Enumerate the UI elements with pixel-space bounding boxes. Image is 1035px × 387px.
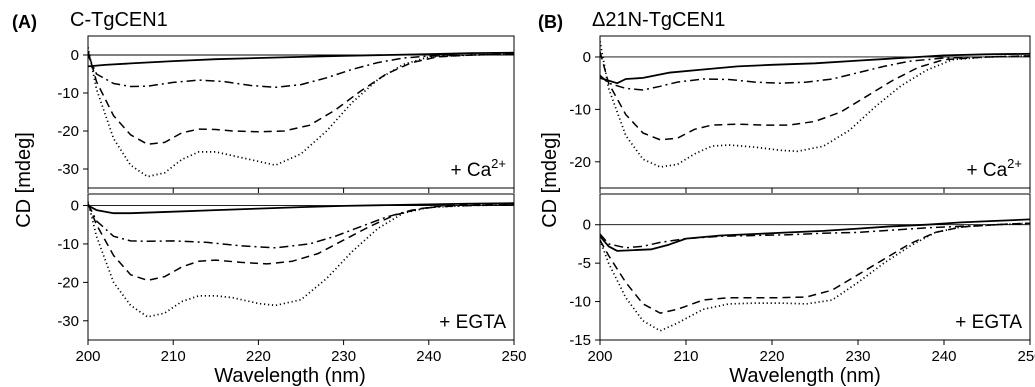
panel-b-x-axis-title: Wavelength (nm): [729, 365, 881, 387]
panel-b-ca-condition-main: + Ca: [967, 160, 1008, 181]
panel-b-egta-series-dashed: [600, 222, 1030, 314]
panel-b-egta-x-tick-label: 200: [587, 348, 612, 365]
panel-b-ca-y-tick-label: -10: [569, 101, 591, 118]
panel-a-ca-condition-main: + Ca: [451, 160, 492, 181]
panel-a-ca-condition-sup: 2+: [491, 156, 506, 171]
panel-a-egta-subplot: 0 -10 -20 -30 200 210 220 230 240 250 + EGTA: [57, 193, 527, 365]
panel-a-egta-x-tick-label: 230: [331, 348, 356, 365]
panel-b-egta-series-solid: [600, 218, 1030, 252]
panel-b-egta-series-dashdot: [600, 222, 1030, 249]
panel-a-egta-condition-main: + EGTA: [439, 312, 506, 333]
panel-a-ca-y-tick-label: -10: [57, 85, 79, 102]
panel-b-ca-series-solid: [600, 52, 1030, 85]
panel-a-y-axis-title: CD [mdeg]: [13, 132, 35, 228]
panel-a-ca-y-tick-label: -30: [57, 161, 79, 178]
panel-a-ca-series-dashdot: [88, 53, 514, 89]
panel-a-x-axis-title: Wavelength (nm): [214, 365, 366, 387]
panel-a-ca-series-solid: [88, 51, 514, 68]
panel-b-ca-condition-sup: 2+: [1007, 156, 1022, 171]
panel-b-egta-x-tick-label: 220: [759, 348, 784, 365]
panel-b-ca-y-tick-label: -20: [569, 154, 591, 171]
panel-b-egta-y-tick-label: -10: [569, 294, 591, 311]
panel-a-ca-series-dashed: [88, 50, 514, 146]
panel-a-egta-x-tick-label: 220: [246, 348, 271, 365]
panel-b-ca-series-dashed: [600, 51, 1030, 141]
panel-b-ca-series-dotted: [600, 41, 1030, 168]
panel-a-egta-y-tick-label: -20: [57, 274, 79, 291]
panel-a-egta-x-tick-label: 200: [75, 348, 100, 365]
panel-a-egta-y-tick-label: 0: [71, 198, 79, 215]
panel-a-egta-series-dashed: [88, 203, 514, 282]
panel-b-egta-y-tick-label: -15: [569, 332, 591, 349]
panel-b-y-axis-title: CD [mdeg]: [539, 132, 561, 228]
panel-b-egta-condition-label: + EGTA: [955, 312, 1022, 333]
panel-a-egta-series-dotted: [88, 201, 514, 318]
panel-b-egta-y-tick-label: 0: [583, 217, 591, 234]
panel-a-egta-y-tick-label: -10: [57, 236, 79, 253]
panel-b-letter: (B): [538, 12, 563, 32]
panel-b-title: Δ21N-TgCEN1: [592, 9, 725, 31]
panel-b-egta-condition-main: + EGTA: [955, 312, 1022, 333]
panel-b-egta-frame: [599, 193, 1031, 341]
panel-a-egta-series-solid: [88, 202, 514, 215]
panel-a-egta-frame: [87, 193, 515, 341]
panel-b-ca-condition-label: + Ca2+: [967, 156, 1023, 181]
panel-a-egta-condition-label: + EGTA: [439, 312, 506, 333]
panel-b-egta-x-tick-label: 250: [1017, 348, 1035, 365]
panel-b-egta-x-tick-label: 230: [845, 348, 870, 365]
panel-b-egta-y-tick-label: -5: [578, 255, 591, 272]
panel-a-ca-series-dotted: [88, 47, 514, 178]
panel-a-egta-y-tick-label: -30: [57, 313, 79, 330]
panel-a-egta-x-tick-label: 240: [416, 348, 441, 365]
panel-b-ca-series-dashdot: [600, 55, 1030, 91]
panel-a-egta-x-tick-label: 210: [161, 348, 186, 365]
panel-a-ca-condition-label: + Ca2+: [451, 156, 507, 181]
panel-a-ca-frame: [87, 35, 515, 189]
panel-b-egta-x-tick-label: 210: [673, 348, 698, 365]
panel-a-egta-x-tick-label: 250: [501, 348, 526, 365]
panel-b-egta-x-tick-label: 240: [931, 348, 956, 365]
panel-a-letter: (A): [12, 12, 37, 32]
panel-a-title: C-TgCEN1: [70, 9, 168, 31]
panel-b-ca-frame: [599, 35, 1031, 189]
panel-a-ca-subplot: 0 -10 -20 -30 + Ca2+: [57, 35, 515, 193]
panel-a-ca-y-tick-label: 0: [71, 47, 79, 64]
panel-b-ca-y-tick-label: 0: [583, 49, 591, 66]
panel-b-ca-subplot: 0 -10 -20 + Ca2+: [569, 35, 1031, 193]
panel-a-ca-y-tick-label: -20: [57, 123, 79, 140]
panel-a-egta-series-dashdot: [88, 203, 514, 249]
